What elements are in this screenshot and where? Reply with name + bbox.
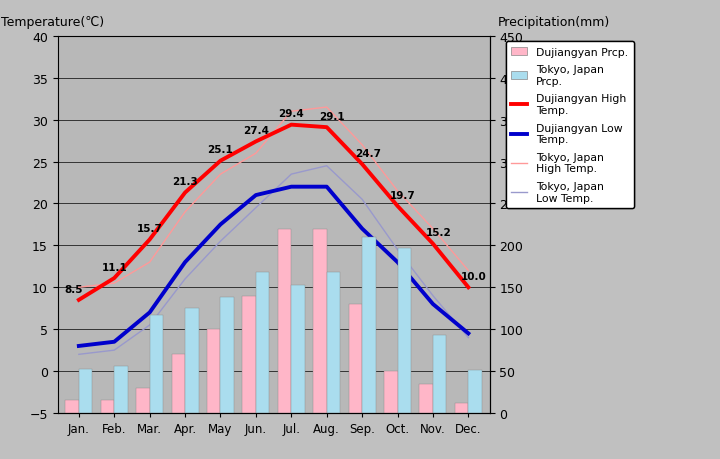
Text: 25.1: 25.1 <box>207 145 233 155</box>
Text: 24.7: 24.7 <box>355 148 381 158</box>
Text: 11.1: 11.1 <box>102 262 127 272</box>
Bar <box>171 354 185 413</box>
Bar <box>150 315 163 413</box>
Bar <box>292 285 305 413</box>
Bar <box>433 336 446 413</box>
Bar <box>256 273 269 413</box>
Text: 10.0: 10.0 <box>461 271 487 281</box>
Bar <box>220 298 234 413</box>
Text: 29.4: 29.4 <box>279 109 304 119</box>
Text: 29.1: 29.1 <box>320 112 345 122</box>
Bar <box>136 388 150 413</box>
Bar <box>313 229 327 413</box>
Bar <box>327 273 340 413</box>
Bar <box>207 330 220 413</box>
Text: 21.3: 21.3 <box>172 177 198 187</box>
Bar <box>348 304 362 413</box>
Bar <box>114 366 127 413</box>
Text: 15.7: 15.7 <box>137 224 163 234</box>
Bar <box>66 401 79 413</box>
Bar <box>455 403 468 413</box>
Text: Temperature(℃): Temperature(℃) <box>1 16 104 29</box>
Legend: Dujiangyan Prcp., Tokyo, Japan
Prcp., Dujiangyan High
Temp., Dujiangyan Low
Temp: Dujiangyan Prcp., Tokyo, Japan Prcp., Du… <box>506 42 634 208</box>
Bar <box>397 248 411 413</box>
Bar <box>185 308 199 413</box>
Bar <box>420 384 433 413</box>
Bar <box>101 401 114 413</box>
Text: 19.7: 19.7 <box>390 190 416 200</box>
Bar <box>278 229 292 413</box>
Bar <box>362 237 376 413</box>
Bar <box>243 296 256 413</box>
Text: 15.2: 15.2 <box>426 228 451 238</box>
Bar <box>384 371 397 413</box>
Text: Precipitation(mm): Precipitation(mm) <box>498 16 611 29</box>
Text: 27.4: 27.4 <box>243 126 269 136</box>
Bar <box>79 369 92 413</box>
Bar <box>468 370 482 413</box>
Text: 8.5: 8.5 <box>64 284 83 294</box>
